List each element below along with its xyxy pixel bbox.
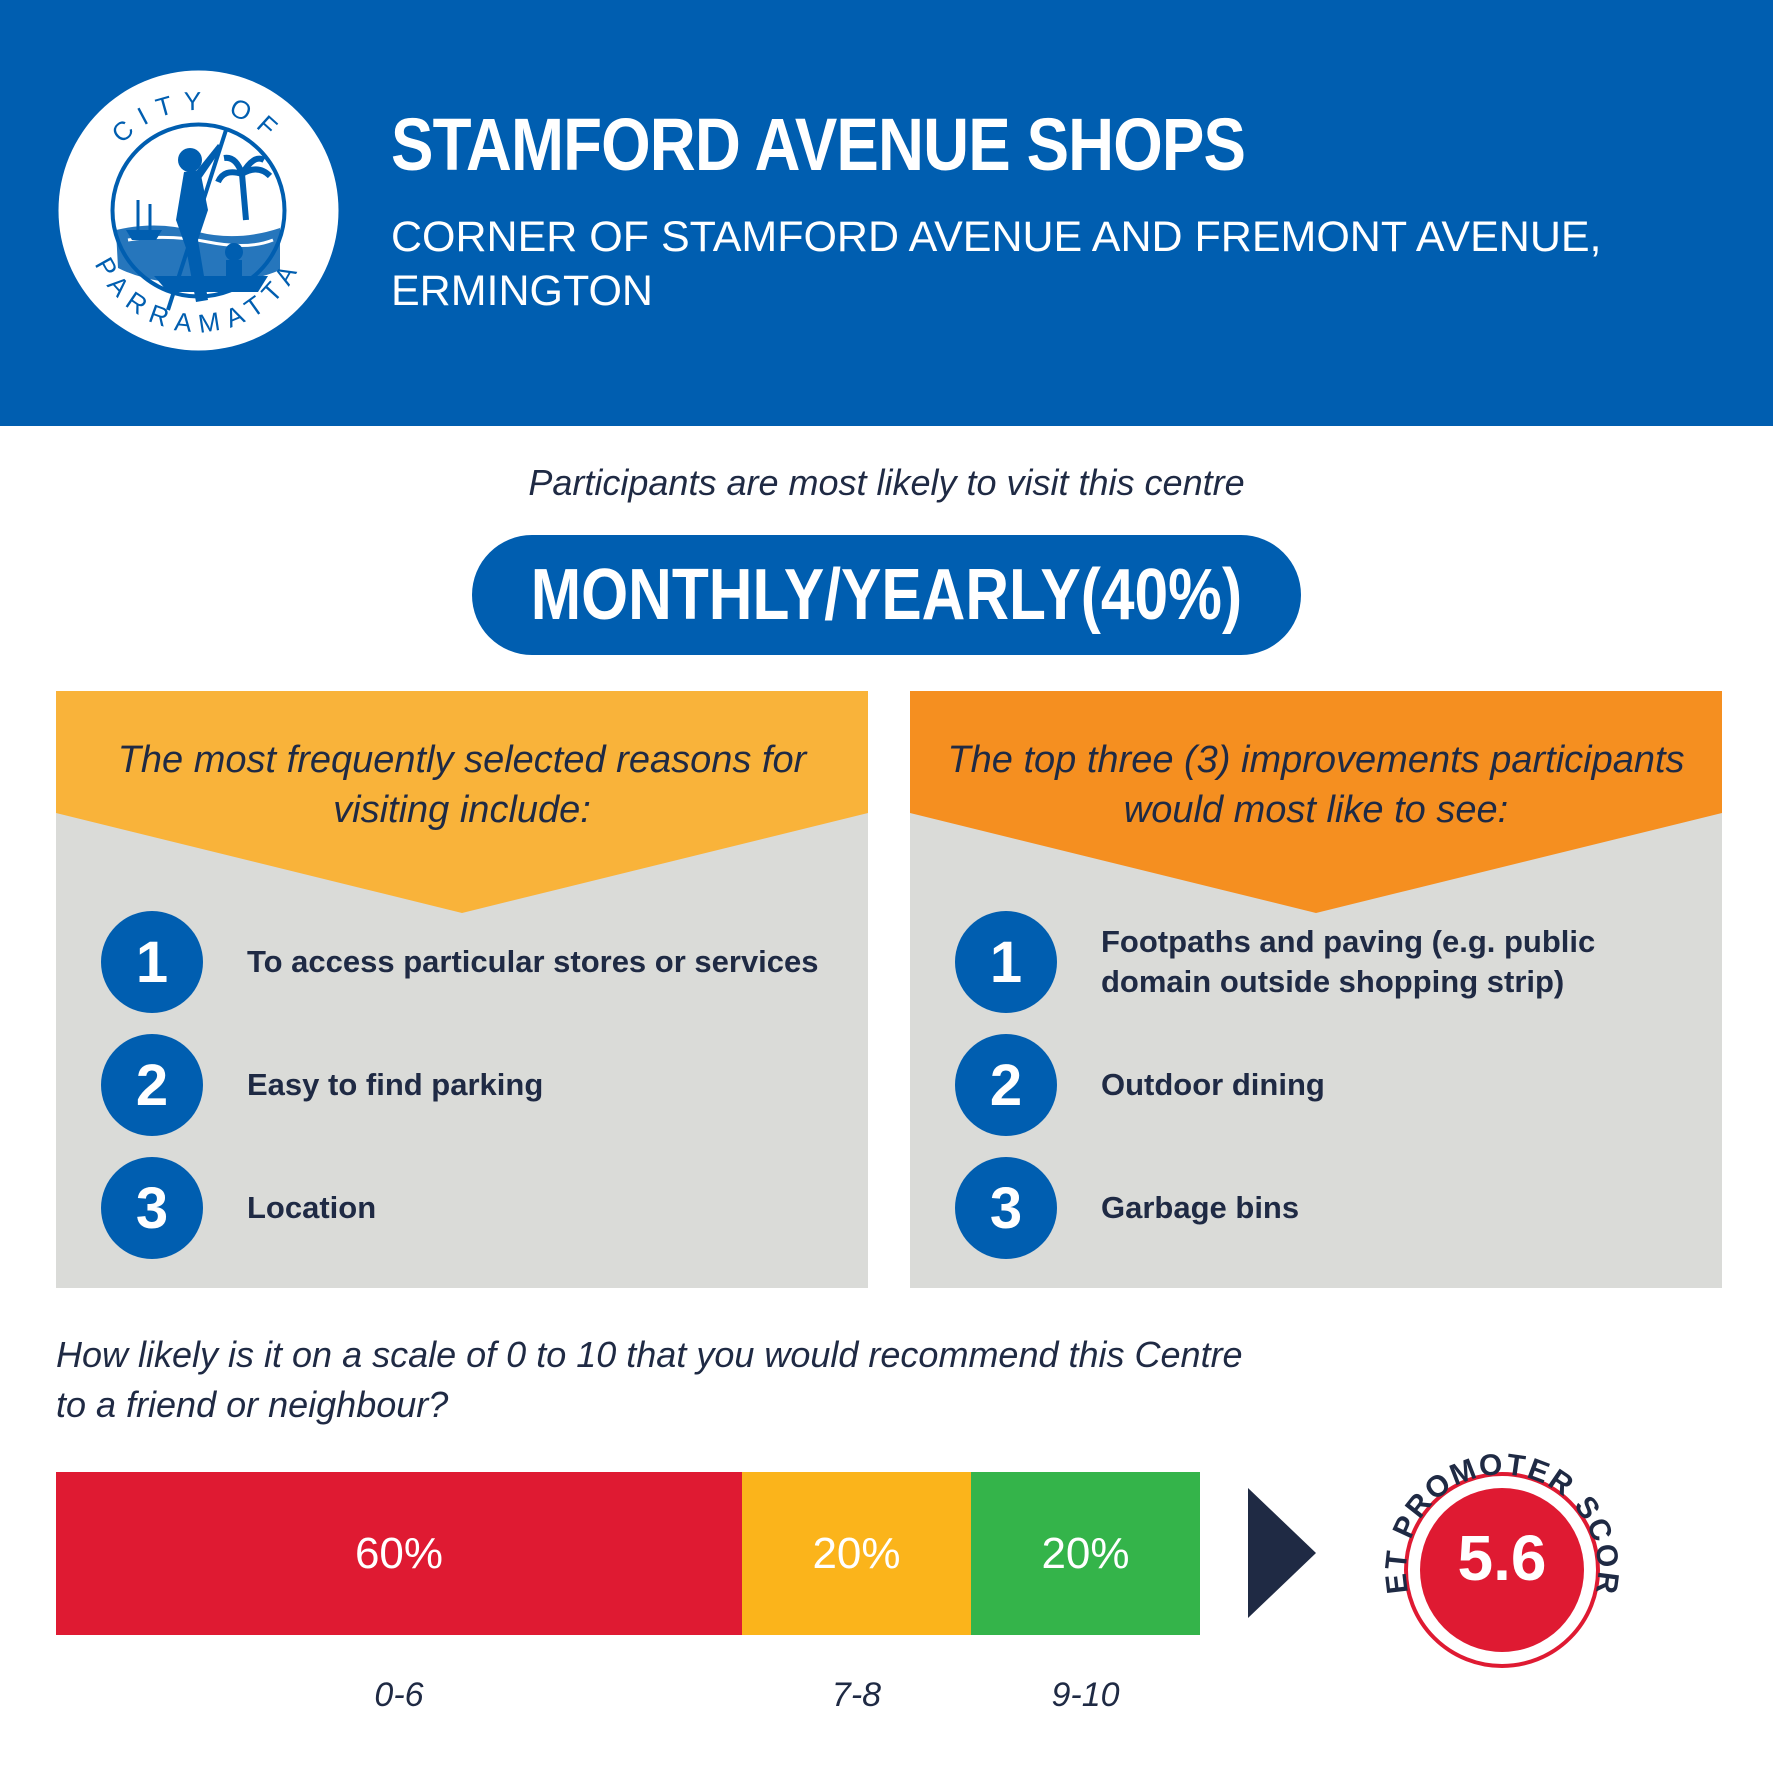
reason-text: Easy to find parking: [247, 1067, 544, 1102]
reasons-heading: The most frequently selected reasons for…: [117, 739, 807, 831]
visit-intro: Participants are most likely to visit th…: [528, 462, 1245, 503]
improvements-banner: [910, 691, 1722, 913]
segment-range-label: 9-10: [1051, 1676, 1120, 1714]
segment-percent-label: 20%: [1041, 1528, 1130, 1578]
segment-range-label: 0-6: [374, 1676, 424, 1714]
improvement-number-badge: 3: [955, 1157, 1057, 1259]
reason-item: 3 Location: [101, 1157, 861, 1259]
visit-frequency-badge: MONTHLY/YEARLY(40%): [472, 535, 1301, 655]
segment-range-label: 7-8: [831, 1676, 882, 1714]
improvement-text: Footpaths and paving (e.g. public domain…: [1101, 924, 1596, 999]
improvement-item: 1 Footpaths and paving (e.g. public doma…: [955, 911, 1715, 1013]
page-title: STAMFORD AVENUE SHOPS: [391, 103, 1246, 186]
header-banner: CITY OF PARRAMATTA STAMFORD AVENUE SHOPS…: [0, 0, 1773, 426]
reason-item: 1 To access particular stores or service…: [101, 911, 861, 1013]
recommend-segment-bar: 60%: [56, 1472, 742, 1635]
improvements-panel: The top three (3) improvements participa…: [910, 691, 1722, 1288]
reason-item: 2 Easy to find parking: [101, 1034, 861, 1136]
improvement-text: Garbage bins: [1101, 1190, 1300, 1225]
reason-text: Location: [247, 1190, 377, 1225]
segment-percent-label: 60%: [354, 1528, 444, 1578]
page-subtitle: CORNER OF STAMFORD AVENUE AND FREMONT AV…: [391, 213, 1602, 315]
improvement-item: 2 Outdoor dining: [955, 1034, 1715, 1136]
reasons-panel: The most frequently selected reasons for…: [56, 691, 868, 1288]
reason-number-badge: 3: [101, 1157, 203, 1259]
reason-number-badge: 2: [101, 1034, 203, 1136]
nps-badge: NET PROMOTER SCORE: [1352, 1420, 1623, 1668]
improvement-text: Outdoor dining: [1101, 1067, 1325, 1102]
reasons-banner: [56, 691, 868, 913]
improvement-item: 3 Garbage bins: [955, 1157, 1715, 1259]
improvement-number-badge: 1: [955, 911, 1057, 1013]
nps-value: 5.6: [1457, 1522, 1547, 1594]
city-of-parramatta-logo: CITY OF PARRAMATTA: [58, 70, 339, 351]
reason-text: To access particular stores or services: [247, 944, 819, 979]
recommend-segment-bar: 20%: [742, 1472, 971, 1635]
recommend-question: How likely is it on a scale of 0 to 10 t…: [56, 1334, 1243, 1425]
improvements-heading: The top three (3) improvements participa…: [947, 739, 1685, 831]
segment-percent-label: 20%: [812, 1528, 901, 1578]
improvement-number-badge: 2: [955, 1034, 1057, 1136]
recommend-segment-bar: 20%: [971, 1472, 1200, 1635]
visit-frequency-text: MONTHLY/YEARLY(40%): [530, 555, 1243, 635]
reason-number-badge: 1: [101, 911, 203, 1013]
arrow-right-icon: [1248, 1488, 1316, 1618]
